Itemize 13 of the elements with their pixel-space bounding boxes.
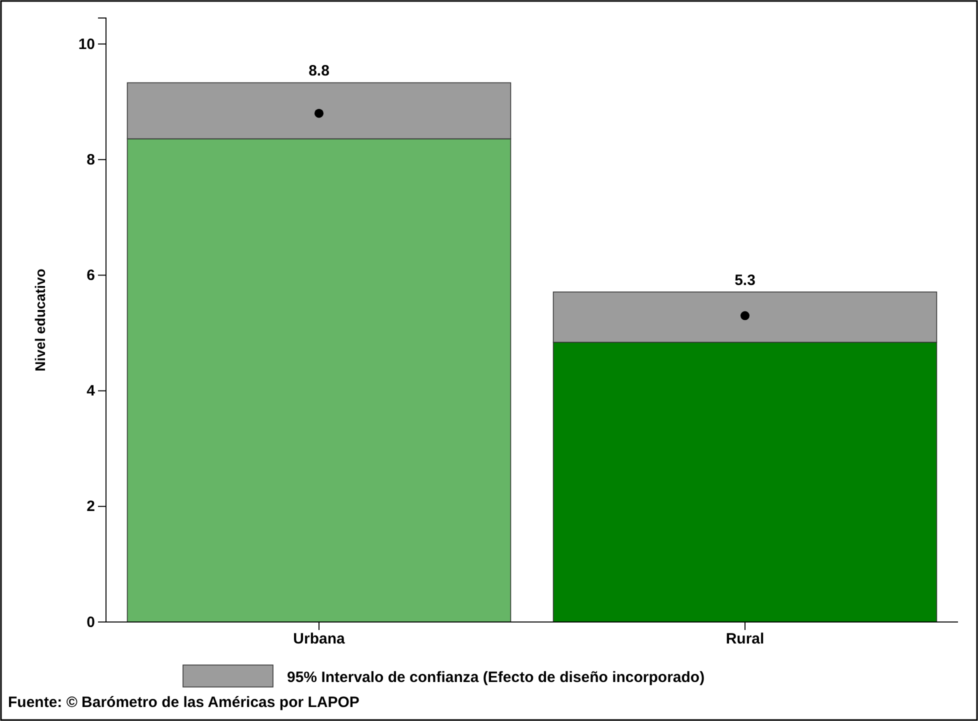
x-tick-label: Urbana — [293, 630, 346, 648]
source-note: Fuente: © Barómetro de las Américas por LAPOP — [8, 694, 360, 711]
y-tick-label: 0 — [86, 614, 95, 631]
x-tick-label: Rural — [726, 630, 764, 648]
y-tick-label: 10 — [78, 36, 95, 53]
y-tick-label: 6 — [86, 267, 95, 284]
y-axis-title: Nivel educativo — [32, 268, 48, 372]
data-label: 8.8 — [308, 62, 330, 80]
text: 95% Intervalo de confianza (Efecto de diseño incorporado) — [287, 669, 705, 686]
y-tick-label: 2 — [86, 498, 95, 516]
y-tick-label: 4 — [86, 382, 96, 400]
y-tick-label: 8 — [86, 151, 95, 168]
data-label: 5.3 — [734, 272, 756, 289]
